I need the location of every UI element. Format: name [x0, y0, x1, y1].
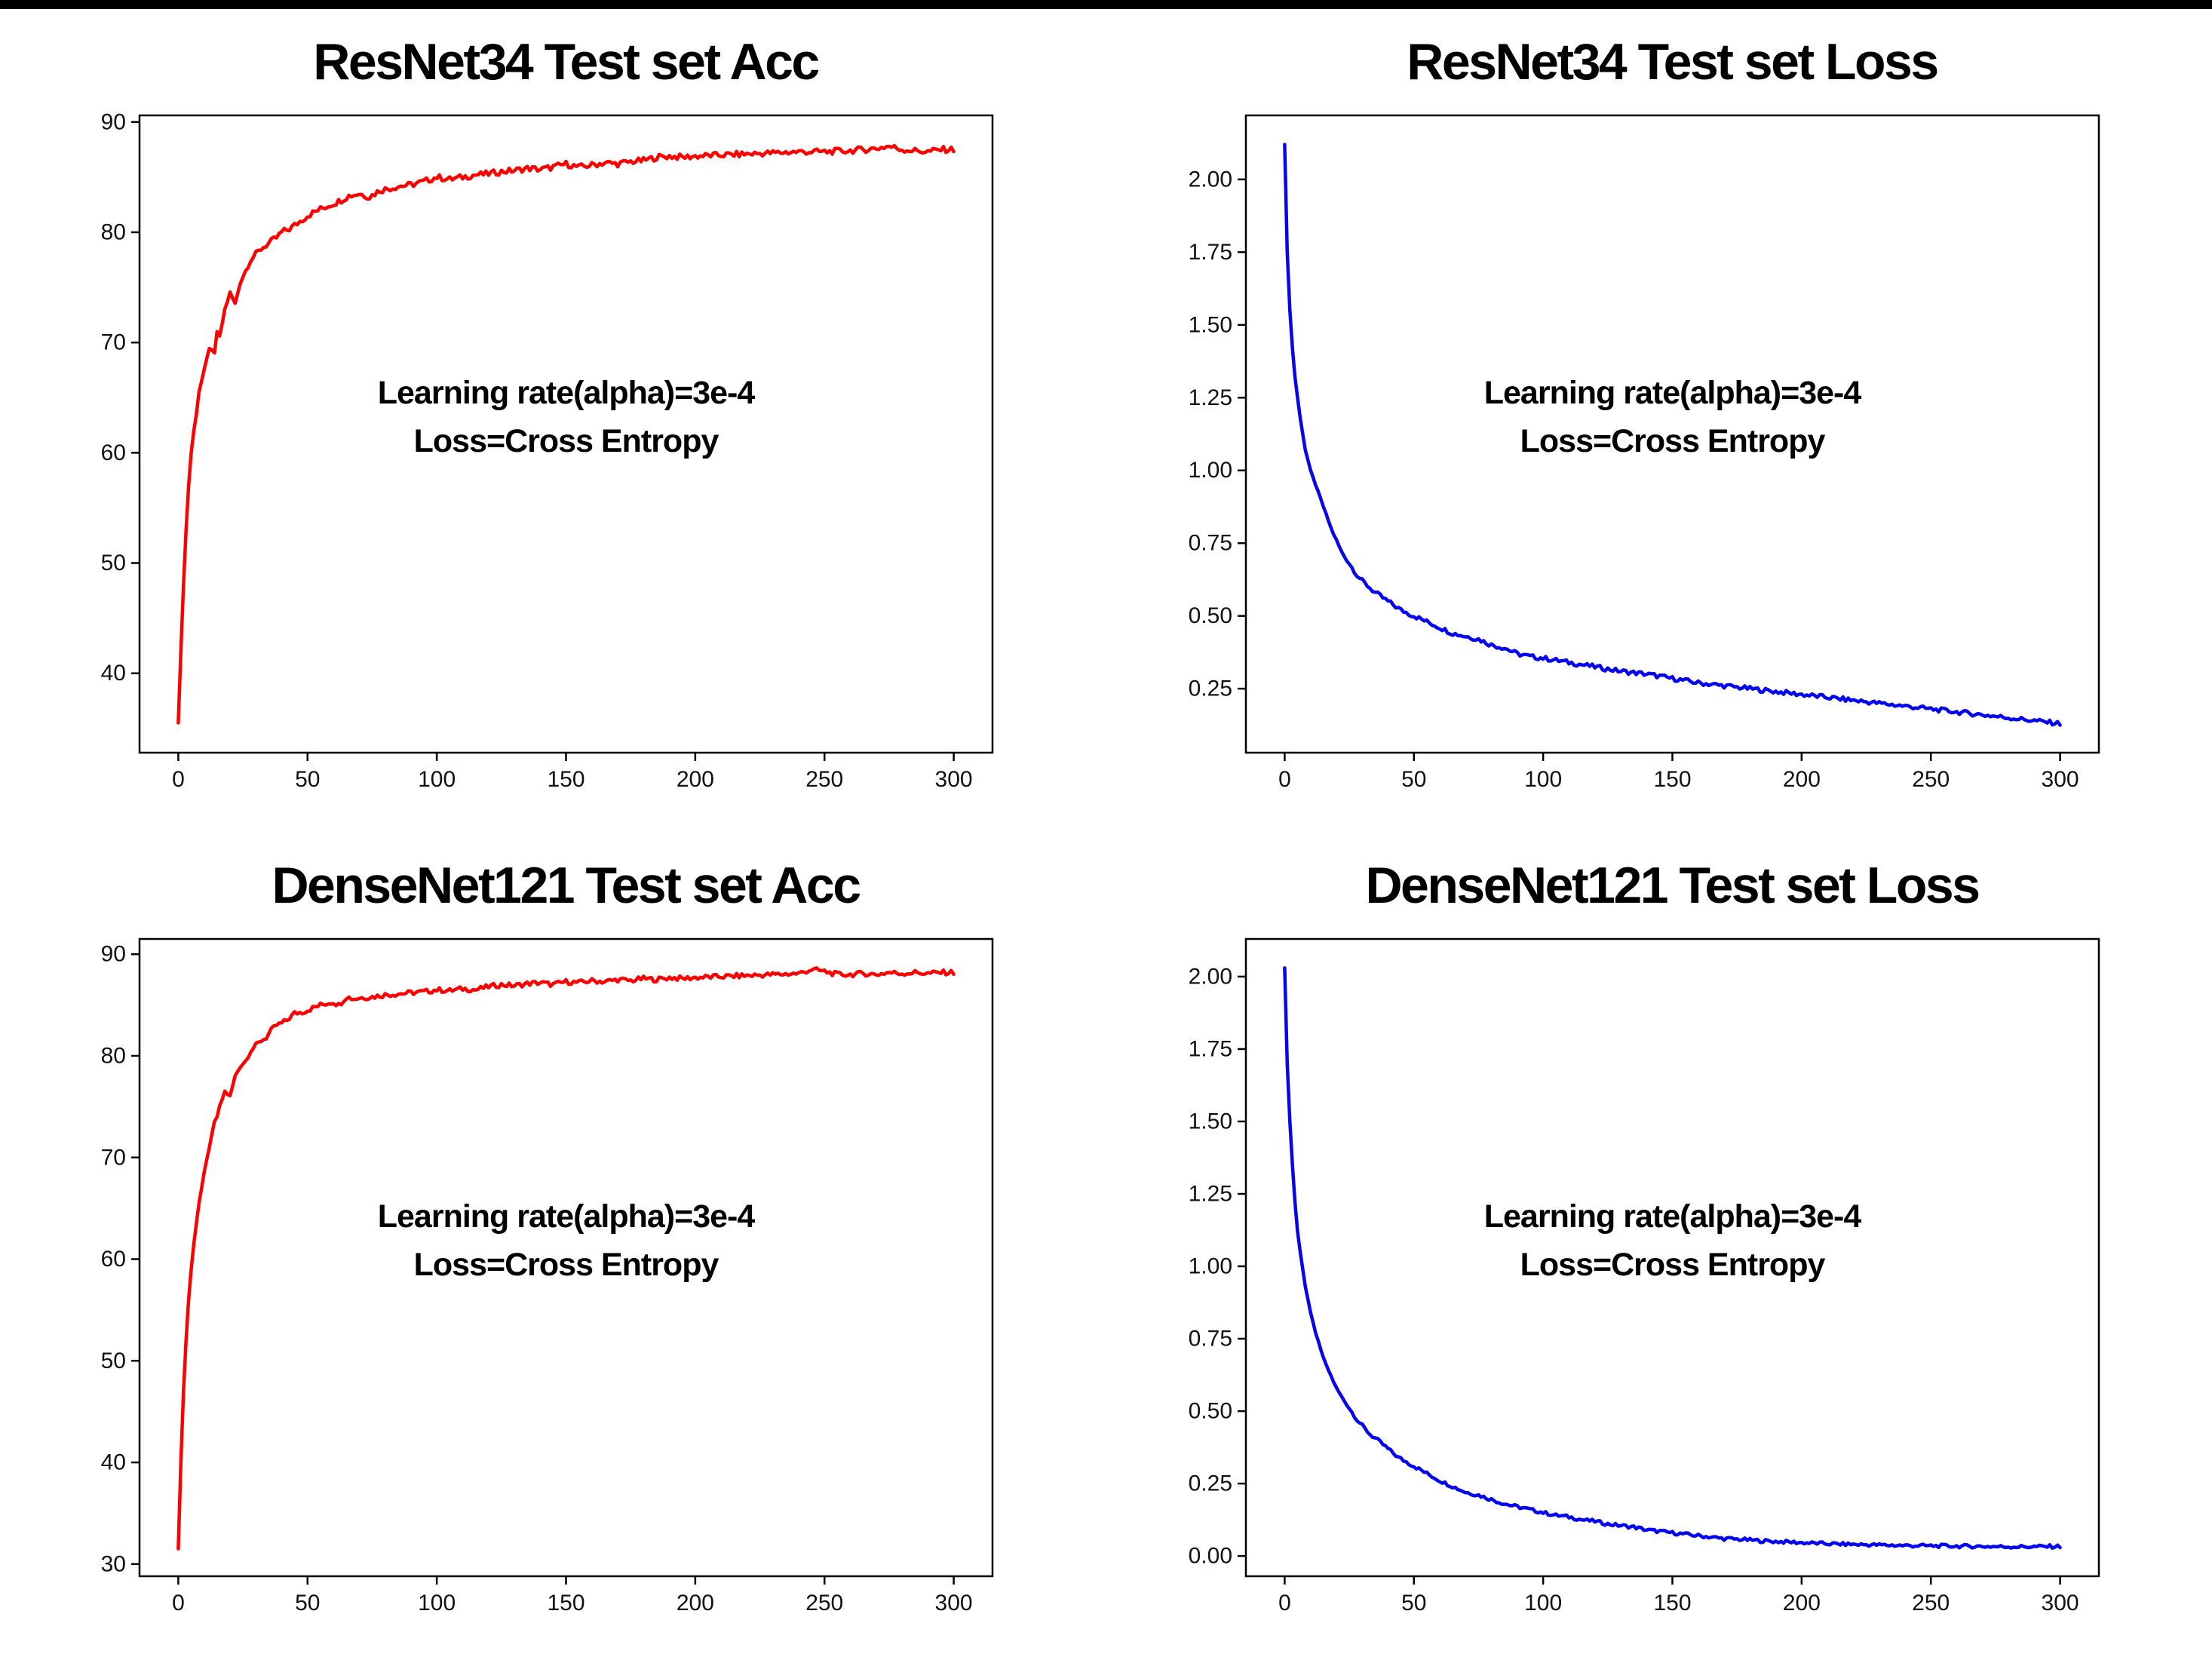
y-tick-label: 0.25 — [1189, 1471, 1232, 1496]
x-tick-label: 300 — [2042, 767, 2079, 792]
x-tick-label: 250 — [805, 767, 843, 792]
y-tick-label: 90 — [101, 109, 126, 134]
chart-title: ResNet34 Test set Acc — [313, 33, 820, 91]
resnet34-acc-curve — [176, 143, 956, 725]
annotation-line-2: Loss=Cross Entropy — [1520, 1247, 1826, 1283]
annotation-text: Learning rate(alpha)=3e-4 Loss=Cross Ent… — [140, 1192, 992, 1289]
resnet34-acc-plot: 0 50 100 150 200 250 300 40 50 60 70 80 90 — [101, 109, 994, 792]
y-tick-label: 0.75 — [1189, 531, 1232, 556]
x-tick-label: 100 — [1524, 1591, 1562, 1615]
resnet34-loss-curve — [1283, 143, 2062, 727]
annotation-line-2: Loss=Cross Entropy — [413, 1247, 719, 1283]
y-tick-label: 2.00 — [1189, 167, 1232, 192]
y-tick-label: 40 — [101, 661, 126, 686]
y-tick-label: 80 — [101, 1043, 126, 1068]
y-tick-label: 90 — [101, 942, 126, 967]
y-tick-label: 50 — [101, 551, 126, 575]
y-tick-label: 1.00 — [1189, 458, 1232, 483]
top-border — [0, 0, 2212, 9]
x-tick-label: 200 — [1783, 1591, 1821, 1615]
y-tick-label: 30 — [101, 1551, 126, 1576]
annotation-line-2: Loss=Cross Entropy — [413, 423, 719, 459]
y-tick-label: 0.00 — [1189, 1544, 1232, 1569]
y-tick-label: 1.75 — [1189, 240, 1232, 265]
chart-cell-resnet34-acc: ResNet34 Test set Acc 0 50 100 150 200 250 300… — [0, 9, 1106, 842]
y-tick-label: 1.50 — [1189, 312, 1232, 337]
x-tick-label: 100 — [418, 767, 456, 792]
y-tick-label: 1.25 — [1189, 385, 1232, 410]
annotation-line-2: Loss=Cross Entropy — [1520, 423, 1826, 459]
x-tick-label: 150 — [1653, 767, 1691, 792]
annotation-text: Learning rate(alpha)=3e-4 Loss=Cross Ent… — [140, 369, 992, 465]
densenet121-loss-plot: 0 50 100 150 200 250 300 0.00 0.25 0.50 0.75 1.00 1.… — [1189, 937, 2100, 1615]
y-tick-label: 2.00 — [1189, 964, 1232, 989]
x-tick-label: 200 — [1783, 767, 1821, 792]
y-tick-label: 0.50 — [1189, 1399, 1232, 1424]
chart-title: DenseNet121 Test set Loss — [1365, 857, 1980, 914]
x-tick-label: 200 — [676, 767, 714, 792]
y-tick-label: 1.00 — [1189, 1254, 1232, 1279]
y-tick-label: 0.50 — [1189, 603, 1232, 628]
y-tick-label: 40 — [101, 1450, 126, 1475]
resnet34-loss-plot: 0 50 100 150 200 250 300 0.25 0.50 0.75 1.00 1.25 1.… — [1189, 114, 2100, 792]
annotation-text: Learning rate(alpha)=3e-4 Loss=Cross Ent… — [1246, 1192, 2099, 1289]
x-tick-label: 50 — [1401, 767, 1426, 792]
densenet121-acc-curve — [176, 966, 956, 1551]
annotation-line-1: Learning rate(alpha)=3e-4 — [1483, 375, 1862, 411]
y-tick-label: 0.25 — [1189, 677, 1232, 701]
x-tick-label: 0 — [1278, 1591, 1291, 1615]
annotation-line-1: Learning rate(alpha)=3e-4 — [1483, 1198, 1862, 1235]
y-tick-label: 60 — [101, 1247, 126, 1272]
x-tick-label: 0 — [1278, 767, 1291, 792]
x-tick-label: 300 — [935, 1591, 973, 1615]
y-tick-label: 50 — [101, 1348, 126, 1373]
y-tick-label: 70 — [101, 330, 126, 355]
chart-cell-densenet121-acc: DenseNet121 Test set Acc 0 50 100 150 200 250… — [0, 833, 1106, 1665]
chart-title: DenseNet121 Test set Acc — [272, 857, 861, 914]
y-tick-label: 1.75 — [1189, 1036, 1232, 1061]
x-tick-label: 250 — [1912, 767, 1950, 792]
x-tick-label: 150 — [1653, 1591, 1691, 1615]
annotation-line-1: Learning rate(alpha)=3e-4 — [377, 1198, 756, 1235]
x-tick-label: 150 — [547, 767, 584, 792]
annotation-line-1: Learning rate(alpha)=3e-4 — [377, 375, 756, 411]
chart-cell-densenet121-loss: DenseNet121 Test set Loss 0 50 100 150 200 25… — [1106, 833, 2212, 1665]
x-tick-label: 200 — [676, 1591, 714, 1615]
densenet121-loss-curve — [1283, 966, 2062, 1550]
y-tick-label: 1.25 — [1189, 1182, 1232, 1207]
x-tick-label: 0 — [172, 767, 185, 792]
y-tick-label: 1.50 — [1189, 1109, 1232, 1134]
x-tick-label: 250 — [1912, 1591, 1950, 1615]
y-tick-label: 60 — [101, 440, 126, 465]
x-tick-label: 300 — [2042, 1591, 2079, 1615]
x-tick-label: 0 — [172, 1591, 185, 1615]
x-tick-label: 50 — [295, 1591, 320, 1615]
y-tick-label: 0.75 — [1189, 1327, 1232, 1352]
x-tick-label: 50 — [295, 767, 320, 792]
x-tick-label: 150 — [547, 1591, 584, 1615]
x-tick-label: 50 — [1401, 1591, 1426, 1615]
x-tick-label: 100 — [418, 1591, 456, 1615]
y-tick-label: 80 — [101, 219, 126, 244]
x-tick-label: 100 — [1524, 767, 1562, 792]
y-tick-label: 70 — [101, 1145, 126, 1170]
annotation-text: Learning rate(alpha)=3e-4 Loss=Cross Ent… — [1246, 369, 2099, 465]
chart-title: ResNet34 Test set Loss — [1407, 33, 1939, 91]
x-tick-label: 250 — [805, 1591, 843, 1615]
x-tick-label: 300 — [935, 767, 973, 792]
chart-cell-resnet34-loss: ResNet34 Test set Loss 0 50 100 150 200 250 30… — [1106, 9, 2212, 842]
densenet121-acc-plot: 0 50 100 150 200 250 300 30 40 50 60 70 80 90 — [101, 937, 994, 1615]
